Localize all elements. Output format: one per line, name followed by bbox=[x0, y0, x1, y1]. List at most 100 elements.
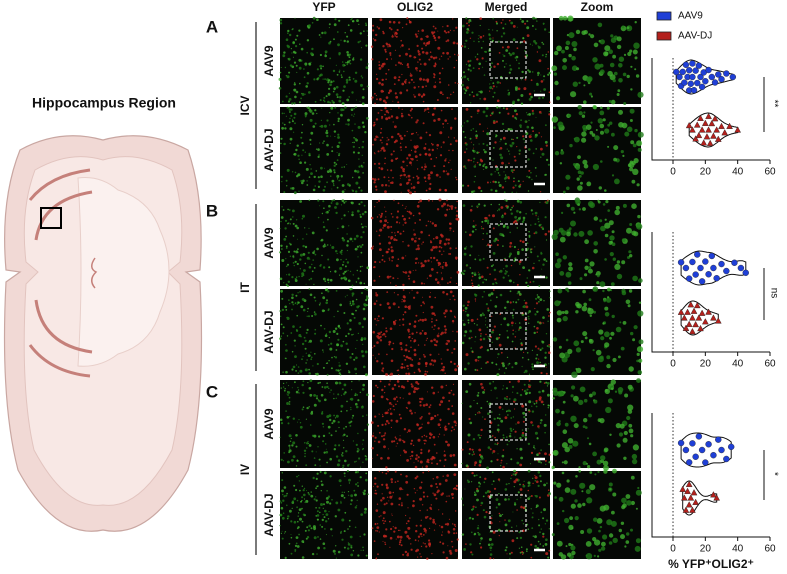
signal bbox=[417, 438, 421, 442]
signal bbox=[452, 393, 455, 396]
signal bbox=[496, 62, 500, 66]
signal bbox=[388, 343, 391, 346]
signal bbox=[529, 281, 532, 283]
signal bbox=[371, 96, 374, 99]
signal bbox=[303, 336, 306, 339]
x-tick-label: 0 bbox=[670, 167, 676, 178]
signal bbox=[417, 540, 419, 542]
signal bbox=[301, 520, 304, 523]
signal bbox=[296, 262, 299, 266]
signal bbox=[487, 127, 489, 129]
signal bbox=[393, 383, 397, 387]
signal bbox=[411, 359, 414, 361]
signal bbox=[454, 206, 457, 209]
signal bbox=[428, 134, 432, 137]
signal bbox=[348, 478, 351, 482]
signal bbox=[361, 226, 364, 229]
signal bbox=[410, 149, 413, 151]
signal bbox=[323, 386, 327, 389]
signal bbox=[476, 498, 479, 502]
signal bbox=[363, 489, 366, 492]
signal bbox=[394, 526, 397, 530]
signal bbox=[355, 106, 357, 108]
signal bbox=[487, 309, 490, 312]
signal bbox=[348, 525, 351, 528]
signal bbox=[399, 62, 402, 65]
signal bbox=[461, 125, 464, 127]
signal bbox=[372, 245, 374, 248]
signal bbox=[516, 227, 518, 229]
signal bbox=[291, 387, 293, 389]
signal bbox=[313, 175, 316, 179]
signal bbox=[475, 506, 477, 508]
signal bbox=[423, 110, 426, 112]
signal bbox=[547, 73, 550, 76]
signal bbox=[454, 316, 456, 319]
signal bbox=[342, 467, 344, 469]
data-point bbox=[682, 324, 690, 331]
signal bbox=[448, 208, 451, 210]
signal bbox=[294, 82, 296, 84]
signal bbox=[536, 327, 539, 330]
signal bbox=[440, 362, 443, 365]
signal bbox=[542, 545, 545, 547]
signal bbox=[346, 244, 349, 247]
signal bbox=[342, 427, 345, 430]
signal bbox=[596, 274, 600, 278]
signal bbox=[308, 91, 311, 94]
signal bbox=[358, 186, 361, 189]
signal bbox=[367, 493, 369, 496]
signal bbox=[388, 402, 392, 405]
signal bbox=[542, 403, 545, 406]
signal bbox=[450, 93, 452, 96]
signal bbox=[401, 502, 403, 504]
signal bbox=[322, 78, 324, 80]
signal bbox=[428, 234, 431, 237]
signal bbox=[301, 131, 303, 134]
signal bbox=[450, 205, 454, 209]
signal bbox=[380, 216, 382, 219]
signal bbox=[286, 168, 290, 172]
signal bbox=[394, 49, 397, 51]
signal bbox=[556, 310, 563, 316]
signal bbox=[461, 83, 465, 87]
signal bbox=[373, 279, 376, 282]
signal bbox=[349, 304, 351, 306]
signal bbox=[279, 513, 283, 517]
signal bbox=[282, 499, 285, 502]
signal bbox=[610, 37, 617, 43]
signal bbox=[486, 232, 488, 235]
signal bbox=[331, 499, 333, 501]
signal bbox=[362, 88, 365, 91]
signal bbox=[288, 209, 291, 211]
signal bbox=[489, 448, 492, 451]
signal bbox=[535, 357, 538, 360]
signal bbox=[361, 212, 365, 216]
signal bbox=[605, 406, 612, 414]
signal bbox=[537, 425, 540, 428]
signal bbox=[464, 306, 468, 310]
signal bbox=[472, 438, 476, 441]
signal bbox=[397, 61, 401, 64]
signal bbox=[538, 396, 542, 399]
signal bbox=[593, 554, 596, 558]
signal bbox=[281, 537, 284, 540]
signal bbox=[486, 132, 490, 136]
signal bbox=[317, 176, 320, 179]
signal bbox=[486, 245, 488, 247]
signal bbox=[541, 41, 543, 44]
signal bbox=[462, 81, 464, 83]
signal bbox=[406, 210, 409, 213]
signal bbox=[384, 206, 386, 208]
signal bbox=[575, 310, 579, 314]
signal bbox=[445, 440, 448, 443]
signal bbox=[295, 370, 297, 372]
signal bbox=[444, 479, 448, 482]
signal bbox=[441, 267, 444, 269]
signal bbox=[406, 17, 409, 20]
signal bbox=[508, 381, 511, 383]
signal bbox=[403, 449, 406, 452]
signal bbox=[571, 550, 576, 556]
signal bbox=[301, 275, 304, 278]
signal bbox=[611, 242, 616, 246]
